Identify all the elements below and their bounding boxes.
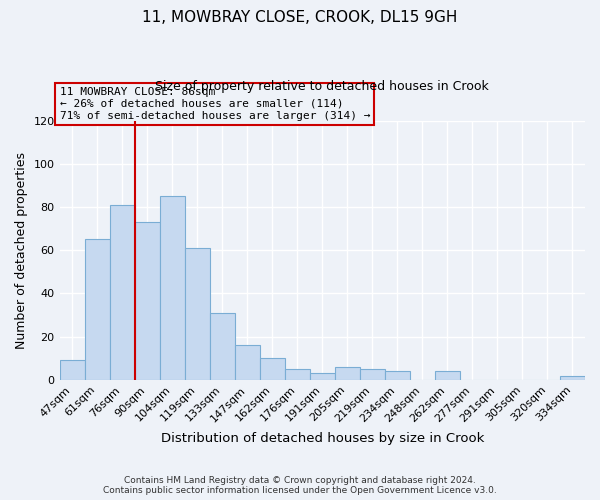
- Bar: [209, 313, 235, 380]
- Y-axis label: Number of detached properties: Number of detached properties: [15, 152, 28, 348]
- Bar: [435, 371, 460, 380]
- Bar: [360, 369, 385, 380]
- Bar: [285, 369, 310, 380]
- Bar: [110, 205, 134, 380]
- Bar: [134, 222, 160, 380]
- Bar: [260, 358, 285, 380]
- Bar: [85, 240, 110, 380]
- Bar: [59, 360, 85, 380]
- Text: Contains HM Land Registry data © Crown copyright and database right 2024.
Contai: Contains HM Land Registry data © Crown c…: [103, 476, 497, 495]
- Bar: [185, 248, 209, 380]
- Text: 11 MOWBRAY CLOSE: 86sqm
← 26% of detached houses are smaller (114)
71% of semi-d: 11 MOWBRAY CLOSE: 86sqm ← 26% of detache…: [59, 88, 370, 120]
- X-axis label: Distribution of detached houses by size in Crook: Distribution of detached houses by size …: [161, 432, 484, 445]
- Bar: [385, 371, 410, 380]
- Text: 11, MOWBRAY CLOSE, CROOK, DL15 9GH: 11, MOWBRAY CLOSE, CROOK, DL15 9GH: [142, 10, 458, 25]
- Bar: [160, 196, 185, 380]
- Title: Size of property relative to detached houses in Crook: Size of property relative to detached ho…: [155, 80, 489, 93]
- Bar: [560, 376, 585, 380]
- Bar: [335, 367, 360, 380]
- Bar: [310, 374, 335, 380]
- Bar: [235, 346, 260, 380]
